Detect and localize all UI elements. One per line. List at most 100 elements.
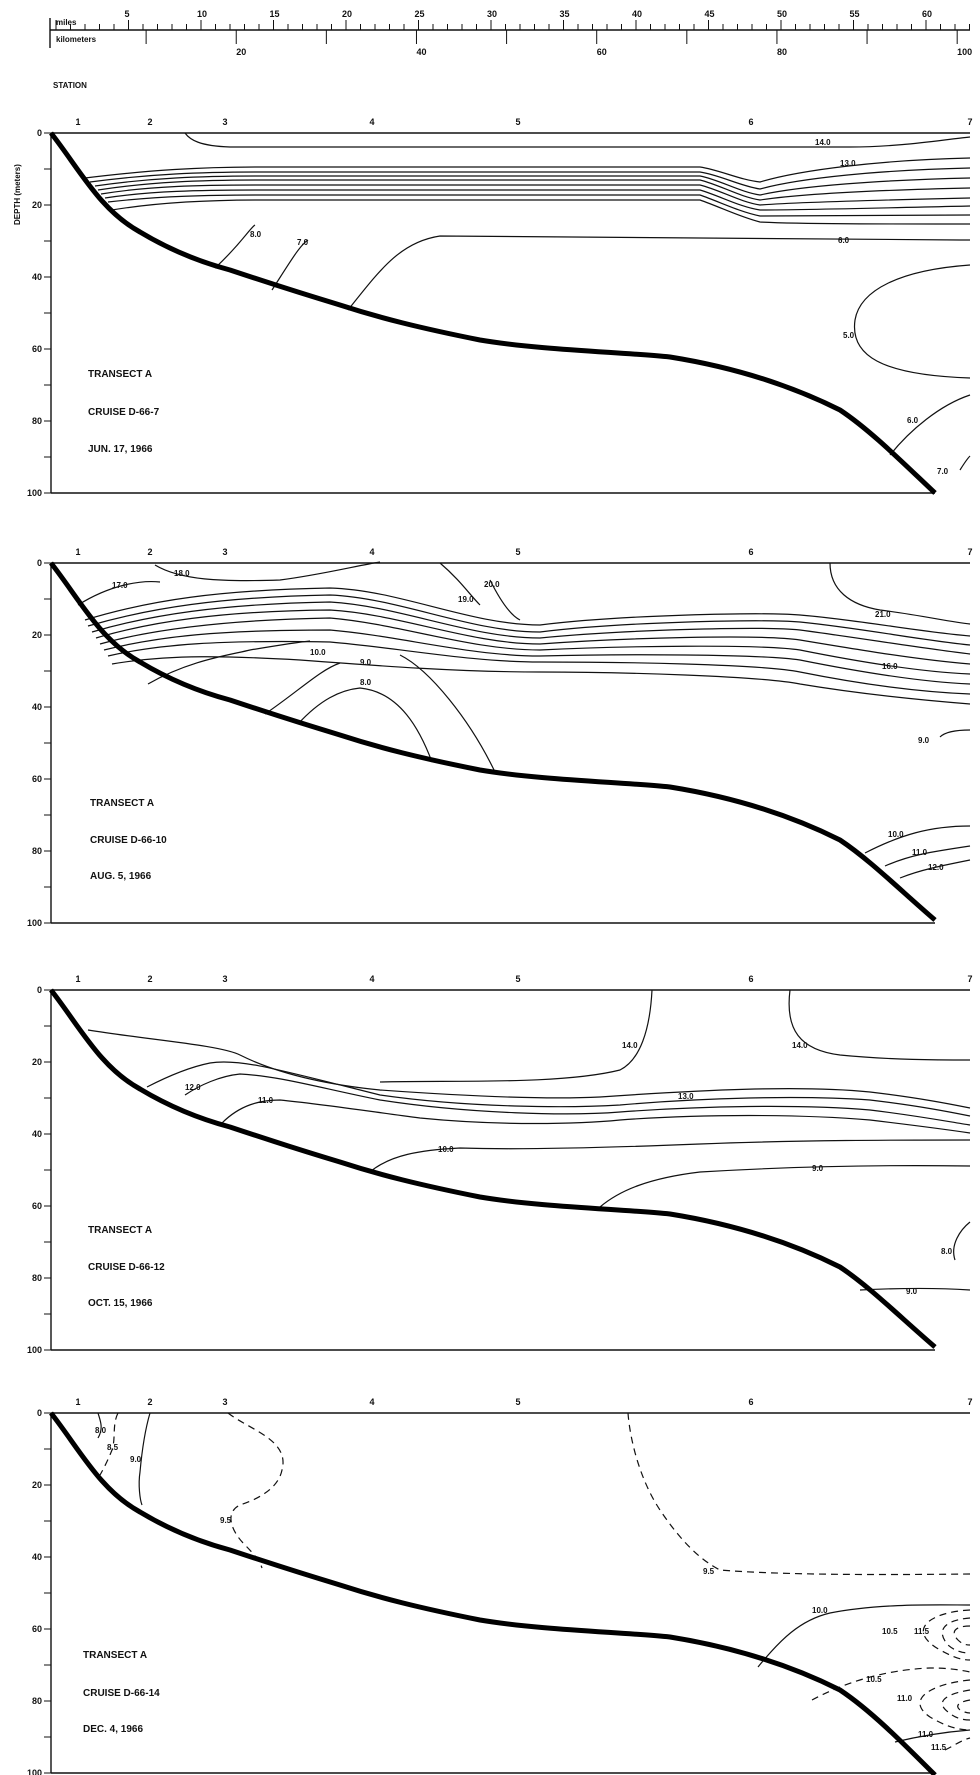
station-label: 4 [369,547,374,557]
depth-tick-label: 60 [32,1201,42,1211]
km-tick-label: 40 [416,47,426,57]
svg-text:11.0: 11.0 [912,848,928,857]
cruise-label: CRUISE D-66-14 [83,1688,160,1699]
mile-tick-label: 10 [197,9,207,19]
date-label: OCT. 15, 1966 [88,1298,153,1309]
svg-text:6.0: 6.0 [907,416,919,425]
depth-tick-label: 40 [32,1552,42,1562]
station-label: 5 [515,117,520,127]
panel-annotations: TRANSECT A CRUISE D-66-10 AUG. 5, 1966 [90,798,167,882]
transect-label: TRANSECT A [83,1650,147,1661]
station-label: 4 [369,1397,374,1407]
station-label: 6 [748,974,753,984]
svg-text:10.5: 10.5 [882,1627,898,1636]
station-label: 2 [147,547,152,557]
mile-tick-label: 20 [342,9,352,19]
panel-dec: 0 20 40 60 80 100 1 2 3 4 5 6 7 8.0 8.5 9.0 9.5 9.5 … [27,1397,973,1775]
svg-text:10.0: 10.0 [438,1145,454,1154]
km-tick-label: 100 [957,47,972,57]
svg-text:8.0: 8.0 [250,230,262,239]
date-label: JUN. 17, 1966 [88,444,153,455]
depth-tick-label: 100 [27,488,42,498]
svg-text:12.0: 12.0 [185,1083,201,1092]
depth-tick-label: 40 [32,702,42,712]
svg-text:16.0: 16.0 [882,662,898,671]
station-label: 5 [515,1397,520,1407]
svg-text:8.5: 8.5 [107,1443,119,1452]
svg-text:11.5: 11.5 [914,1627,930,1636]
depth-tick-label: 20 [32,1057,42,1067]
distance-scale: miles kilometers 5 10 15 20 25 30 35 40 45 50 55 60… [49,9,972,57]
mile-tick-label: 30 [487,9,497,19]
isotherms [84,132,971,471]
depth-tick-label: 80 [32,1273,42,1283]
mile-tick-label: 60 [922,9,932,19]
depth-tick-label: 20 [32,1480,42,1490]
station-label: 6 [748,1397,753,1407]
svg-text:9.0: 9.0 [360,658,372,667]
mile-tick-label: 40 [632,9,642,19]
depth-tick-label: 80 [32,1696,42,1706]
depth-tick-label: 0 [37,985,42,995]
svg-text:9.5: 9.5 [220,1516,232,1525]
mile-tick-label: 15 [270,9,280,19]
station-label: 2 [147,117,152,127]
panel-oct: 0 20 40 60 80 100 1 2 3 4 5 6 7 14.0 14.0 12.0 11.0 … [27,974,973,1355]
svg-text:11.0: 11.0 [897,1694,913,1703]
depth-tick-label: 0 [37,128,42,138]
svg-text:21.0: 21.0 [875,610,891,619]
date-label: AUG. 5, 1966 [90,871,152,882]
sea-floor-profile [49,561,937,922]
mile-tick-label: 45 [705,9,715,19]
km-tick-label: 80 [777,47,787,57]
depth-tick-label: 0 [37,1408,42,1418]
depth-tick-label: 100 [27,1768,42,1775]
depth-tick-label: 40 [32,1129,42,1139]
station-label: 7 [967,547,972,557]
svg-text:8.0: 8.0 [941,1247,953,1256]
svg-text:17.0: 17.0 [112,581,128,590]
svg-text:11.0: 11.0 [258,1096,274,1105]
station-label: 3 [222,547,227,557]
svg-text:12.0: 12.0 [928,863,944,872]
svg-text:20.0: 20.0 [484,580,500,589]
svg-text:14.0: 14.0 [792,1041,808,1050]
transect-label: TRANSECT A [90,798,154,809]
station-label: 7 [967,1397,972,1407]
svg-text:10.5: 10.5 [866,1675,882,1684]
isotherm-labels: 14.0 14.0 12.0 11.0 13.0 10.0 9.0 8.0 9.… [185,1041,953,1296]
sea-floor-profile [49,1411,937,1775]
panel-annotations: TRANSECT A CRUISE D-66-14 DEC. 4, 1966 [83,1650,160,1735]
cruise-label: CRUISE D-66-10 [90,835,167,846]
cruise-label: CRUISE D-66-7 [88,407,160,418]
mile-tick-label: 25 [415,9,425,19]
depth-tick-label: 100 [27,918,42,928]
svg-text:19.0: 19.0 [458,595,474,604]
depth-tick-label: 40 [32,272,42,282]
isotherms [97,1412,971,1751]
isotherms [87,989,971,1291]
station-label: 1 [75,1397,80,1407]
svg-text:7.0: 7.0 [937,467,949,476]
depth-tick-label: 60 [32,344,42,354]
isotherm-labels: 14.0 13.0 8.0 7.0 6.0 5.0 6.0 7.0 [250,138,949,476]
depth-tick-label: 100 [27,1345,42,1355]
svg-text:11.0: 11.0 [918,1730,934,1739]
transect-label: TRANSECT A [88,1225,152,1236]
kilometers-label: kilometers [56,35,97,44]
km-tick-label: 60 [597,47,607,57]
station-label: 2 [147,974,152,984]
transect-label: TRANSECT A [88,369,152,380]
svg-text:6.0: 6.0 [838,236,850,245]
station-header: STATION [53,81,87,90]
station-label: 1 [75,974,80,984]
svg-text:14.0: 14.0 [815,138,831,147]
isotherm-labels: 18.0 17.0 19.0 20.0 21.0 16.0 10.0 9.0 8… [112,569,944,872]
miles-label: miles [56,18,77,27]
station-label: 6 [748,547,753,557]
svg-text:11.5: 11.5 [931,1743,947,1752]
depth-tick-label: 80 [32,846,42,856]
svg-text:9.5: 9.5 [703,1567,715,1576]
